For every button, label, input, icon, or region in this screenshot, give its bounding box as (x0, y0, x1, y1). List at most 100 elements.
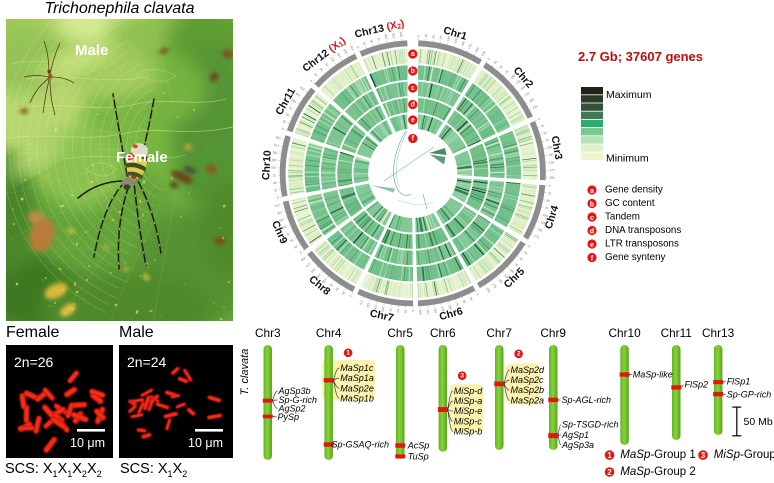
svg-text:1: 1 (607, 451, 612, 460)
svg-text:100: 100 (321, 278, 327, 285)
svg-text:200: 200 (418, 310, 422, 316)
svg-text:50: 50 (273, 181, 277, 185)
svg-text:25: 25 (540, 123, 545, 128)
svg-text:DNA transposons: DNA transposons (605, 225, 681, 236)
svg-text:MaSp-Group 2: MaSp-Group 2 (620, 466, 695, 478)
svg-text:c: c (590, 213, 594, 222)
svg-text:50 Mb: 50 Mb (744, 416, 773, 428)
svg-text:Maximum: Maximum (606, 89, 652, 101)
svg-text:75: 75 (545, 138, 550, 143)
svg-text:75: 75 (273, 173, 277, 177)
svg-text:Sp-G-rich: Sp-G-rich (279, 395, 318, 405)
svg-text:150: 150 (276, 210, 282, 215)
svg-text:MiSp-d: MiSp-d (454, 386, 484, 396)
svg-text:Sp-GP-rich: Sp-GP-rich (727, 389, 772, 399)
svg-text:100: 100 (271, 166, 276, 170)
svg-text:75: 75 (286, 231, 291, 236)
svg-text:25: 25 (362, 41, 367, 46)
svg-text:Chr3: Chr3 (255, 326, 281, 340)
svg-text:175: 175 (491, 283, 497, 290)
svg-text:125: 125 (453, 38, 458, 44)
svg-text:100: 100 (329, 56, 335, 63)
svg-text:MiSp-Group: MiSp-Group (714, 449, 774, 461)
svg-text:0: 0 (355, 45, 359, 48)
svg-text:100: 100 (384, 34, 389, 40)
svg-text:125: 125 (271, 158, 277, 162)
svg-text:0: 0 (348, 294, 352, 298)
svg-text:0: 0 (276, 196, 279, 200)
svg-text:Chr7: Chr7 (369, 307, 395, 324)
svg-text:2: 2 (607, 468, 612, 477)
svg-text:25: 25 (313, 72, 318, 77)
svg-text:75: 75 (514, 262, 519, 267)
svg-text:75: 75 (324, 62, 329, 67)
svg-text:150: 150 (460, 40, 466, 46)
svg-text:Chr6: Chr6 (430, 326, 456, 340)
svg-text:GC content: GC content (605, 198, 655, 209)
svg-text:200: 200 (485, 287, 491, 294)
svg-text:150: 150 (537, 227, 544, 233)
svg-text:125: 125 (440, 306, 445, 312)
svg-text:LTR transposons: LTR transposons (605, 239, 679, 250)
svg-text:125: 125 (336, 52, 342, 59)
svg-text:50: 50 (285, 112, 290, 117)
svg-text:MaSp1b: MaSp1b (340, 393, 374, 403)
svg-text:0: 0 (281, 127, 284, 131)
svg-text:25: 25 (548, 191, 552, 195)
svg-text:75: 75 (439, 36, 444, 40)
svg-text:MiSp-c: MiSp-c (454, 416, 483, 426)
svg-text:MaSp1c: MaSp1c (340, 363, 374, 373)
svg-text:10 μm: 10 μm (188, 436, 223, 450)
svg-text:a: a (411, 51, 415, 58)
svg-text:e: e (411, 117, 415, 124)
svg-text:200: 200 (275, 135, 281, 140)
svg-text:100: 100 (509, 268, 516, 275)
svg-text:PySp: PySp (278, 412, 300, 422)
svg-text:a: a (590, 186, 595, 195)
svg-text:Chr10: Chr10 (260, 150, 274, 181)
svg-text:25: 25 (403, 310, 407, 314)
svg-text:50: 50 (462, 299, 467, 304)
svg-text:Sp-GSAQ-rich: Sp-GSAQ-rich (332, 440, 390, 450)
svg-text:150: 150 (272, 150, 278, 155)
svg-text:0: 0 (309, 79, 313, 83)
svg-text:75: 75 (455, 302, 460, 307)
svg-text:e: e (590, 240, 594, 249)
svg-text:50: 50 (369, 39, 374, 44)
svg-text:100: 100 (510, 73, 517, 80)
svg-text:Tandem: Tandem (605, 212, 640, 223)
svg-text:175: 175 (274, 203, 280, 208)
svg-text:0: 0 (549, 184, 551, 188)
svg-text:75: 75 (504, 69, 509, 74)
svg-text:175: 175 (467, 43, 473, 50)
svg-text:AcSp: AcSp (407, 441, 430, 451)
svg-text:100: 100 (380, 306, 385, 312)
svg-text:Minimum: Minimum (606, 153, 649, 165)
svg-text:MaSp1a: MaSp1a (340, 373, 374, 383)
svg-text:AgSp1: AgSp1 (561, 430, 589, 440)
svg-text:f: f (412, 135, 415, 142)
svg-text:175: 175 (549, 168, 554, 172)
svg-text:Chr4: Chr4 (316, 326, 342, 340)
svg-text:MaSp2b: MaSp2b (511, 385, 545, 395)
svg-text:50: 50 (543, 131, 548, 136)
svg-text:0: 0 (299, 251, 303, 255)
svg-text:T. clavata: T. clavata (240, 349, 251, 396)
svg-text:10 μm: 10 μm (70, 436, 105, 450)
svg-text:75: 75 (376, 37, 381, 42)
svg-text:75: 75 (328, 282, 333, 287)
svg-text:125: 125 (540, 220, 546, 226)
svg-text:125: 125 (315, 273, 322, 280)
svg-text:0: 0 (411, 310, 415, 312)
svg-text:Chr9: Chr9 (540, 326, 566, 340)
svg-text:175: 175 (305, 262, 312, 269)
svg-text:1: 1 (346, 350, 350, 357)
svg-text:125: 125 (515, 79, 522, 86)
svg-text:25: 25 (341, 291, 346, 296)
svg-text:TuSp: TuSp (408, 452, 429, 462)
svg-text:25: 25 (282, 119, 287, 124)
svg-text:75: 75 (388, 308, 393, 312)
svg-text:MaSp2a: MaSp2a (511, 395, 545, 405)
svg-text:50: 50 (546, 198, 550, 203)
svg-text:d: d (590, 226, 594, 235)
